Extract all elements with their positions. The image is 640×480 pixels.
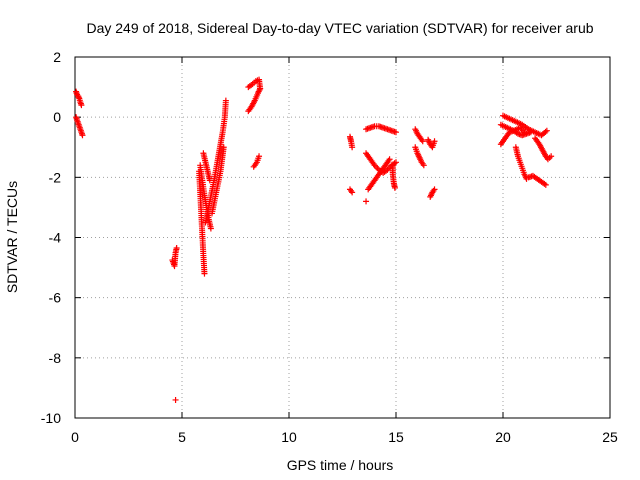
grid-lines	[75, 57, 610, 418]
data-point	[391, 184, 398, 191]
data-point	[173, 245, 180, 252]
x-tick-label: 25	[602, 429, 618, 445]
y-tick-label: -10	[41, 410, 61, 426]
data-point	[256, 153, 263, 160]
data-point	[419, 138, 426, 145]
data-points	[73, 76, 555, 403]
y-tick-label: -2	[49, 169, 62, 185]
data-point	[172, 396, 179, 403]
data-point	[207, 225, 214, 232]
data-point	[222, 97, 229, 104]
data-point	[393, 129, 399, 136]
y-tick-label: 0	[53, 109, 61, 125]
data-point	[79, 132, 86, 139]
y-tick-label: -4	[49, 230, 62, 246]
data-point	[542, 181, 549, 188]
data-point	[542, 128, 549, 135]
y-tick-label: -8	[49, 350, 62, 366]
data-point	[349, 189, 356, 196]
data-point	[393, 159, 399, 166]
y-tick-label: -6	[49, 290, 62, 306]
data-point	[78, 102, 85, 109]
data-point	[386, 156, 393, 163]
x-tick-label: 20	[495, 429, 511, 445]
data-point	[257, 85, 264, 92]
data-point	[543, 127, 550, 134]
y-tick-label: 2	[53, 49, 61, 65]
y-axis-title: SDTVAR / TECUs	[4, 181, 20, 293]
x-tick-label: 15	[388, 429, 404, 445]
x-axis-title: GPS time / hours	[287, 457, 394, 473]
x-tick-label: 10	[281, 429, 297, 445]
data-point	[220, 144, 227, 151]
data-point	[349, 144, 356, 151]
x-tick-label: 5	[178, 429, 186, 445]
data-point	[548, 153, 555, 160]
data-point	[431, 138, 438, 145]
chart-title: Day 249 of 2018, Sidereal Day-to-day VTE…	[86, 20, 593, 36]
data-point	[521, 129, 528, 136]
data-point	[201, 270, 208, 277]
data-point	[431, 186, 438, 193]
data-point	[420, 162, 427, 169]
axis-ticks: 0 5 10 15 20 25 -10 -8 -6 -4 -2 0 2	[41, 49, 618, 445]
x-tick-label: 0	[71, 429, 79, 445]
data-point	[363, 198, 370, 205]
